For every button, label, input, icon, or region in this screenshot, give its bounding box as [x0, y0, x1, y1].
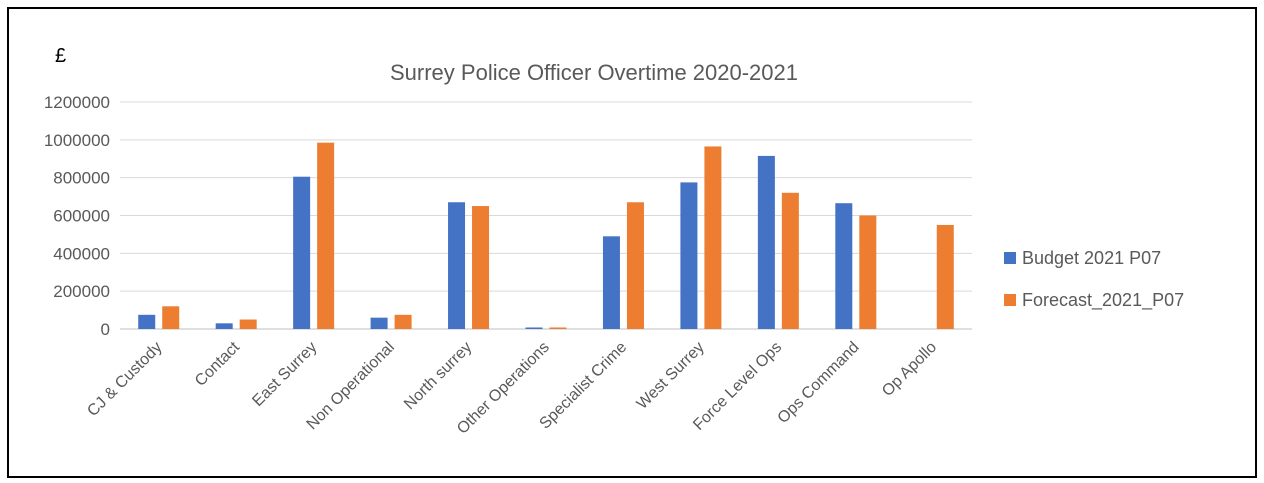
x-tick-label: Ops Command — [775, 339, 863, 427]
chart-title: Surrey Police Officer Overtime 2020-2021 — [390, 60, 798, 85]
bar-forecast — [936, 224, 954, 329]
bar-forecast — [549, 327, 567, 329]
bar-budget — [448, 202, 466, 329]
legend-swatch — [1004, 294, 1016, 306]
x-tick-label: CJ & Custody — [84, 339, 165, 420]
y-tick-label: 1000000 — [44, 131, 110, 150]
bar-forecast — [239, 319, 257, 329]
legend-label: Budget 2021 P07 — [1022, 248, 1161, 268]
bar-budget — [525, 327, 543, 329]
bar-budget — [602, 236, 620, 329]
x-tick-label: Contact — [192, 338, 243, 389]
x-tick-label: West Surrey — [634, 339, 708, 413]
bar-budget — [835, 203, 853, 329]
y-tick-label: 1200000 — [44, 93, 110, 112]
x-tick-label: Op Apollo — [879, 339, 940, 400]
y-tick-label: 400000 — [53, 244, 110, 263]
y-tick-label: 200000 — [53, 282, 110, 301]
bar-forecast — [472, 206, 490, 329]
x-tick-label: North surrey — [401, 339, 475, 413]
legend-swatch — [1004, 252, 1016, 264]
bar-budget — [138, 314, 156, 329]
y-tick-label: 600000 — [53, 207, 110, 226]
bar-forecast — [394, 314, 412, 329]
bar-forecast — [859, 215, 877, 329]
bar-forecast — [626, 202, 644, 329]
bar-forecast — [781, 192, 799, 329]
bar-budget — [370, 317, 388, 329]
y-axis-currency-label: £ — [55, 45, 66, 67]
bar-forecast — [162, 306, 180, 329]
bar-budget — [680, 182, 698, 329]
y-tick-label: 800000 — [53, 169, 110, 188]
bar-budget — [293, 176, 311, 329]
bar-budget — [215, 323, 233, 329]
bar-forecast — [704, 146, 722, 329]
bar-forecast — [317, 142, 335, 329]
x-tick-label: East Surrey — [249, 339, 320, 410]
y-tick-label: 0 — [101, 320, 110, 339]
legend-label: Forecast_2021_P07 — [1022, 290, 1184, 311]
bar-budget — [757, 155, 775, 329]
